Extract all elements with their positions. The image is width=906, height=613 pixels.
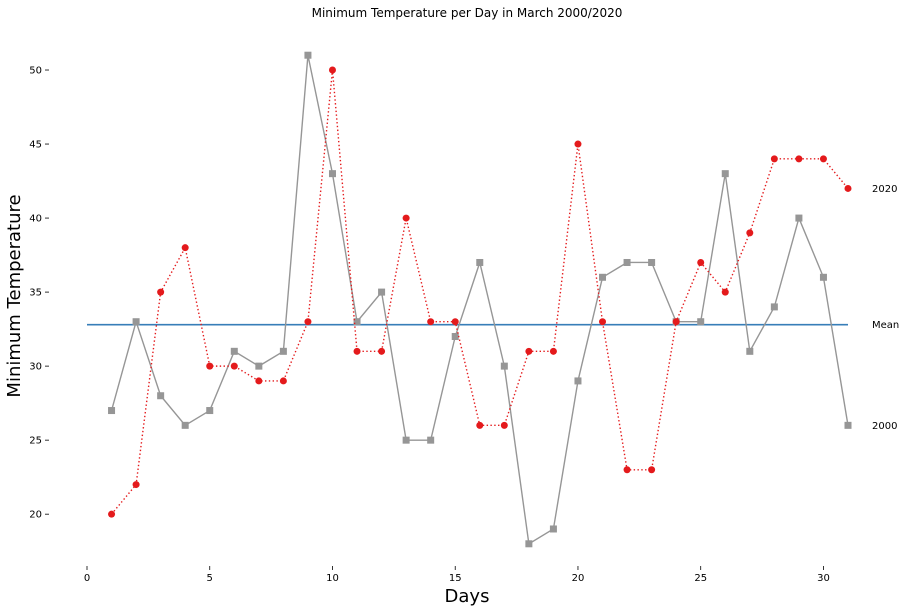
data-point-2020 [451,318,459,326]
series-lines [108,51,852,548]
x-tick-label: 15 [449,573,462,584]
data-point-2020 [402,214,410,222]
data-point-2020 [525,347,533,355]
data-point-2020 [206,362,214,370]
data-point-2020 [599,318,607,326]
data-point-2020 [378,347,386,355]
data-point-2020 [574,140,582,148]
data-point-2000 [500,362,508,370]
data-point-2020 [623,466,631,474]
data-point-2020 [132,481,140,489]
data-point-2000 [525,540,533,548]
data-point-2000 [230,347,238,355]
data-point-2000 [353,318,361,326]
data-point-2020 [427,318,435,326]
data-point-2000 [770,303,778,311]
data-point-2020 [672,318,680,326]
data-point-2020 [108,510,116,518]
data-point-2000 [746,347,754,355]
data-point-2020 [795,155,803,163]
data-point-2000 [328,170,336,178]
x-tick-label: 30 [817,573,830,584]
x-tick-label: 5 [207,573,213,584]
x-tick-label: 0 [84,573,90,584]
data-point-2020 [353,347,361,355]
series-line-2020 [111,69,849,515]
data-point-2000 [451,333,459,341]
data-point-2020 [844,184,852,192]
data-point-2000 [599,273,607,281]
series-end-label-2000: 2000 [872,421,897,432]
y-tick-label: 25 [29,436,42,447]
data-point-2020 [181,244,189,252]
x-axis-ticks: 0 5 10 15 20 25 30 [84,566,830,584]
y-axis-title: Minimum Temperature [4,194,25,397]
data-point-2000 [181,421,189,429]
data-point-2000 [108,407,116,415]
data-point-2000 [206,407,214,415]
data-point-2000 [648,258,656,266]
data-point-2020 [721,288,729,296]
data-point-2000 [697,318,705,326]
x-tick-label: 25 [694,573,707,584]
series-line-2000 [110,55,849,545]
chart-title: Minimum Temperature per Day in March 200… [312,6,623,20]
data-point-2000 [378,288,386,296]
y-tick-label: 45 [29,140,42,151]
data-point-2020 [304,318,312,326]
y-axis-ticks: 20 25 30 35 40 45 50 [29,66,49,521]
series-2000 [108,51,852,548]
data-point-2000 [255,362,263,370]
data-point-2020 [500,421,508,429]
data-point-2020 [157,288,165,296]
data-point-2000 [279,347,287,355]
data-point-2000 [819,273,827,281]
data-point-2000 [304,51,312,59]
data-point-2020 [770,155,778,163]
data-point-2000 [844,421,852,429]
data-point-2020 [255,377,263,385]
y-tick-label: 20 [29,510,42,521]
x-axis-title: Days [445,586,490,607]
data-point-2000 [549,525,557,533]
data-point-2000 [476,258,484,266]
data-point-2020 [549,347,557,355]
data-point-2000 [132,318,140,326]
data-point-2020 [476,421,484,429]
data-point-2000 [427,436,435,444]
data-point-2000 [574,377,582,385]
data-point-2000 [623,258,631,266]
y-tick-label: 40 [29,214,42,225]
data-point-2000 [721,170,729,178]
data-point-2020 [697,258,705,266]
data-point-2000 [795,214,803,222]
y-tick-label: 30 [29,362,42,373]
y-tick-label: 35 [29,288,42,299]
data-point-2020 [328,66,336,74]
line-labels: Mean 2000 2020 [872,184,899,432]
mean-line-label: Mean [872,320,899,331]
data-point-2000 [157,392,165,400]
series-2020 [108,66,852,518]
x-tick-label: 20 [572,573,585,584]
data-point-2000 [402,436,410,444]
series-end-label-2020: 2020 [872,184,897,195]
data-point-2020 [279,377,287,385]
data-point-2020 [819,155,827,163]
data-point-2020 [648,466,656,474]
data-point-2020 [746,229,754,237]
x-tick-label: 10 [326,573,339,584]
y-tick-label: 50 [29,66,42,77]
data-point-2020 [230,362,238,370]
